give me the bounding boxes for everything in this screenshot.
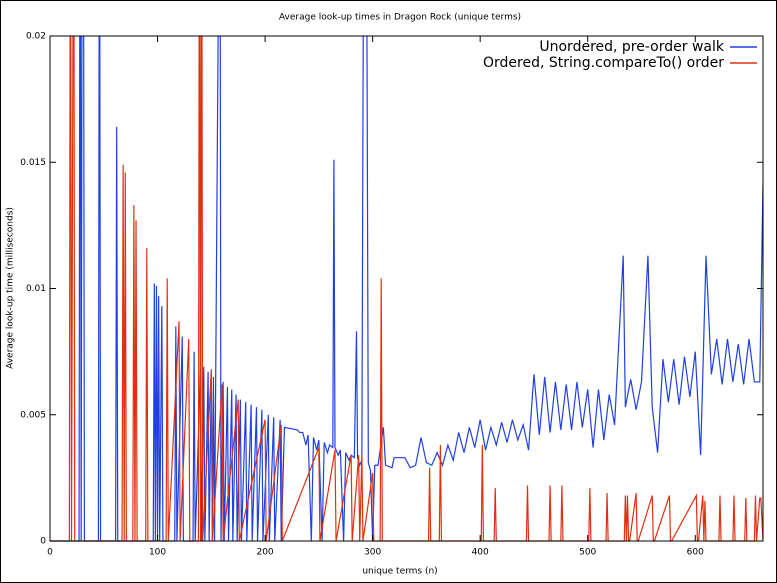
series-line (50, 36, 763, 542)
y-tick-label: 0.005 (20, 410, 46, 420)
x-tick-label: 100 (149, 548, 166, 558)
y-axis-label: Average look-up time (milliseconds) (6, 207, 16, 369)
chart-title: Average look-up times in Dragon Rock (un… (279, 13, 521, 23)
x-tick-label: 200 (256, 548, 273, 558)
y-tick-label: 0.02 (26, 32, 46, 42)
y-tick-label: 0.015 (20, 158, 46, 168)
x-tick-label: 300 (364, 548, 381, 558)
y-tick-label: 0.01 (26, 284, 46, 294)
x-tick-label: 400 (472, 548, 489, 558)
legend-label: Unordered, pre-order walk (539, 39, 725, 55)
y-tick-label: 0 (40, 537, 46, 547)
x-tick-label: 600 (687, 548, 704, 558)
x-tick-label: 500 (579, 548, 596, 558)
x-axis-label: unique terms (n) (362, 567, 437, 577)
x-tick-label: 0 (47, 548, 53, 558)
legend-label: Ordered, String.compareTo() order (483, 55, 724, 71)
